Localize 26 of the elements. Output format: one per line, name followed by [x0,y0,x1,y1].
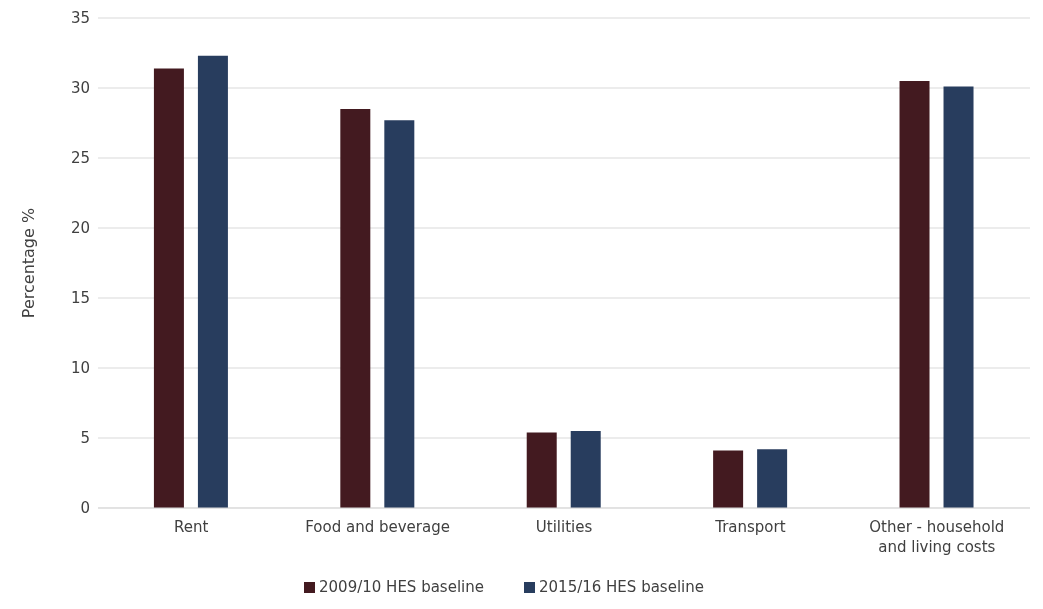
y-tick-label: 25 [70,149,90,168]
x-tick-label: Other - household and living costs [869,518,1005,556]
y-tick-label: 15 [70,289,90,308]
x-tick-label: Utilities [535,518,593,536]
y-tick-label: 5 [80,429,90,448]
y-tick-label: 0 [80,499,90,518]
bar [570,431,601,508]
bar [340,109,371,508]
bar [757,449,788,508]
legend-label: 2009/10 HES baseline [319,578,484,596]
y-tick-label: 30 [70,79,90,98]
y-tick-label: 35 [70,9,90,28]
bar [899,81,930,508]
bar [153,68,184,508]
y-tick-label: 10 [70,359,90,378]
y-axis-title: Percentage % [18,207,38,319]
x-tick-label: Food and beverage [305,518,450,536]
legend-label: 2015/16 HES baseline [539,578,704,596]
bar [197,55,228,508]
bar [526,432,557,508]
y-tick-label: 20 [70,219,90,238]
bar [384,120,415,508]
x-tick-label: Rent [174,518,209,536]
bar [943,86,974,508]
x-tick-label: Transport [714,518,786,536]
bar [713,450,744,508]
